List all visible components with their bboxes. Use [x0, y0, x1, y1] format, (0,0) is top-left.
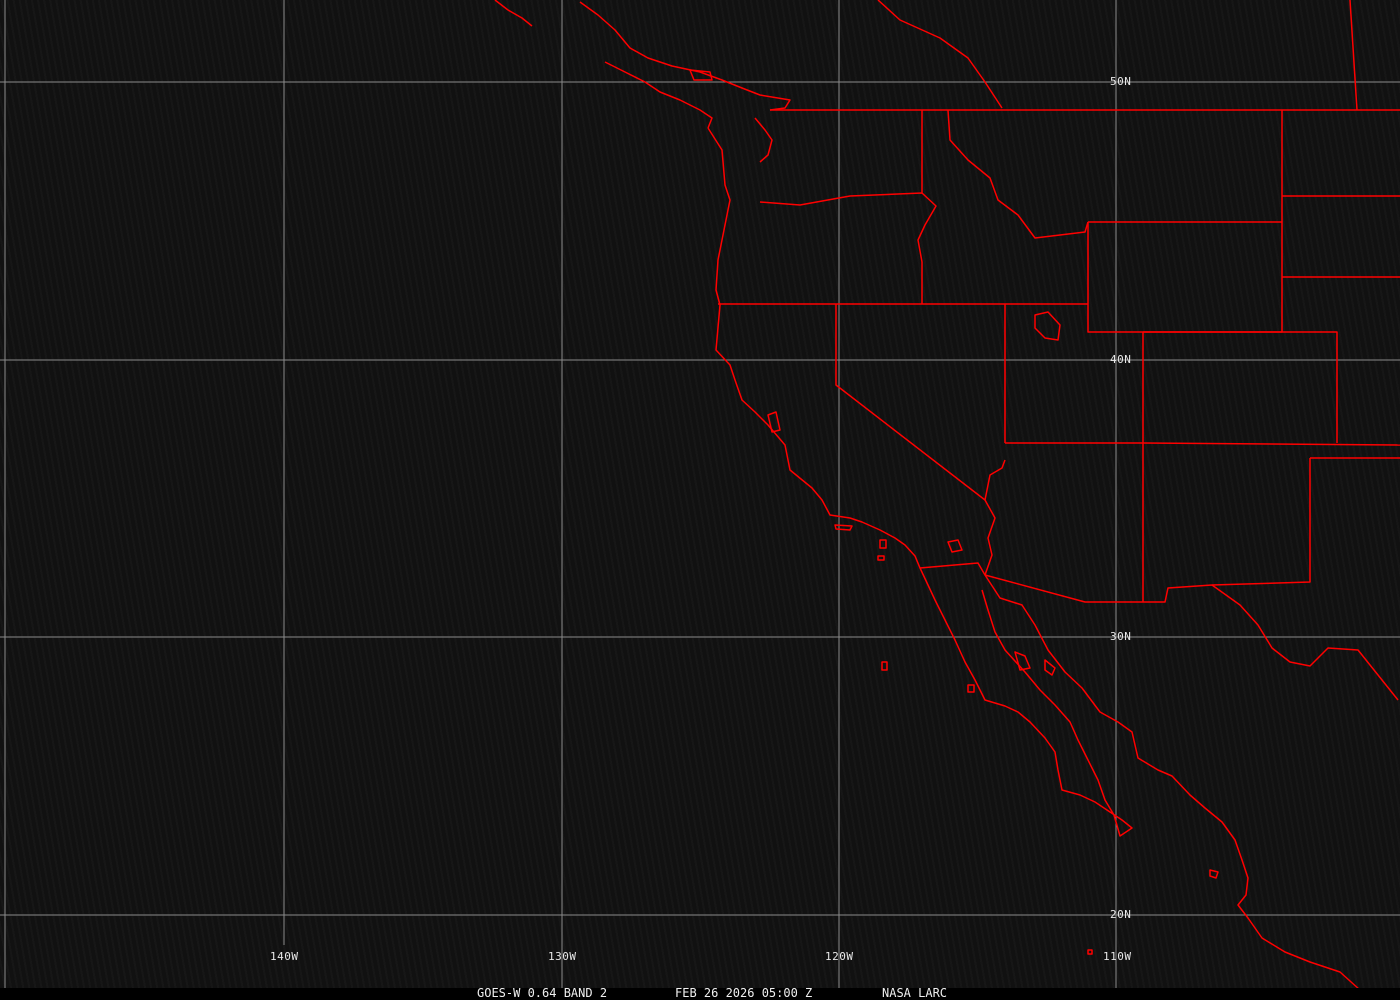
border-colorado: [1143, 331, 1338, 443]
border-bc-alberta: [877, 0, 1003, 109]
coastline-bc-mainland: [579, 1, 791, 111]
island: [967, 684, 975, 693]
border-id-mt: [947, 109, 1089, 239]
lat-label-40n: 40N: [1110, 353, 1132, 366]
lon-label-120w: 120W: [825, 950, 854, 963]
lon-label-130w: 130W: [548, 950, 577, 963]
image-caption: GOES-W 0.64 BAND 2 FEB 26 2026 05:00 Z N…: [0, 986, 1400, 1000]
lon-label-110w: 110W: [1103, 950, 1132, 963]
caption-sensor: GOES-W 0.64 BAND 2: [477, 986, 608, 1000]
sf-bay: [767, 411, 781, 433]
island: [1087, 949, 1093, 955]
salton-sea: [947, 539, 963, 553]
border-ca-nv: [835, 304, 1006, 501]
border-wa-or: [759, 192, 937, 304]
coastline-pacific: [707, 127, 1133, 837]
coastline-mexico-mainland: [984, 574, 1361, 991]
island: [881, 661, 888, 671]
boundaries: [494, 0, 1400, 991]
island: [1044, 659, 1056, 676]
island: [1014, 651, 1031, 671]
coastline-bc: [604, 61, 713, 129]
puget-sound: [754, 117, 773, 163]
island: [879, 539, 887, 549]
border-wyoming: [1087, 221, 1283, 333]
great-salt-lake: [1034, 311, 1061, 341]
border-us-mexico: [919, 562, 1399, 701]
caption-source: NASA LARC: [882, 986, 948, 1000]
border-colorado-river: [984, 499, 996, 576]
island: [1209, 869, 1219, 879]
island: [834, 524, 853, 531]
border-nm-tx: [1211, 458, 1311, 586]
island: [877, 555, 885, 561]
border-canada-east: [1349, 0, 1358, 111]
lat-label-50n: 50N: [1110, 75, 1132, 88]
border-co-nm: [1142, 442, 1400, 446]
lon-label-140w: 140W: [270, 950, 299, 963]
lat-label-20n: 20N: [1110, 908, 1132, 921]
caption-datetime: FEB 26 2026 05:00 Z: [675, 986, 813, 1000]
lat-label-30n: 30N: [1110, 630, 1132, 643]
coastline-bc-north: [494, 0, 533, 27]
vancouver-island-inlet: [689, 69, 713, 81]
